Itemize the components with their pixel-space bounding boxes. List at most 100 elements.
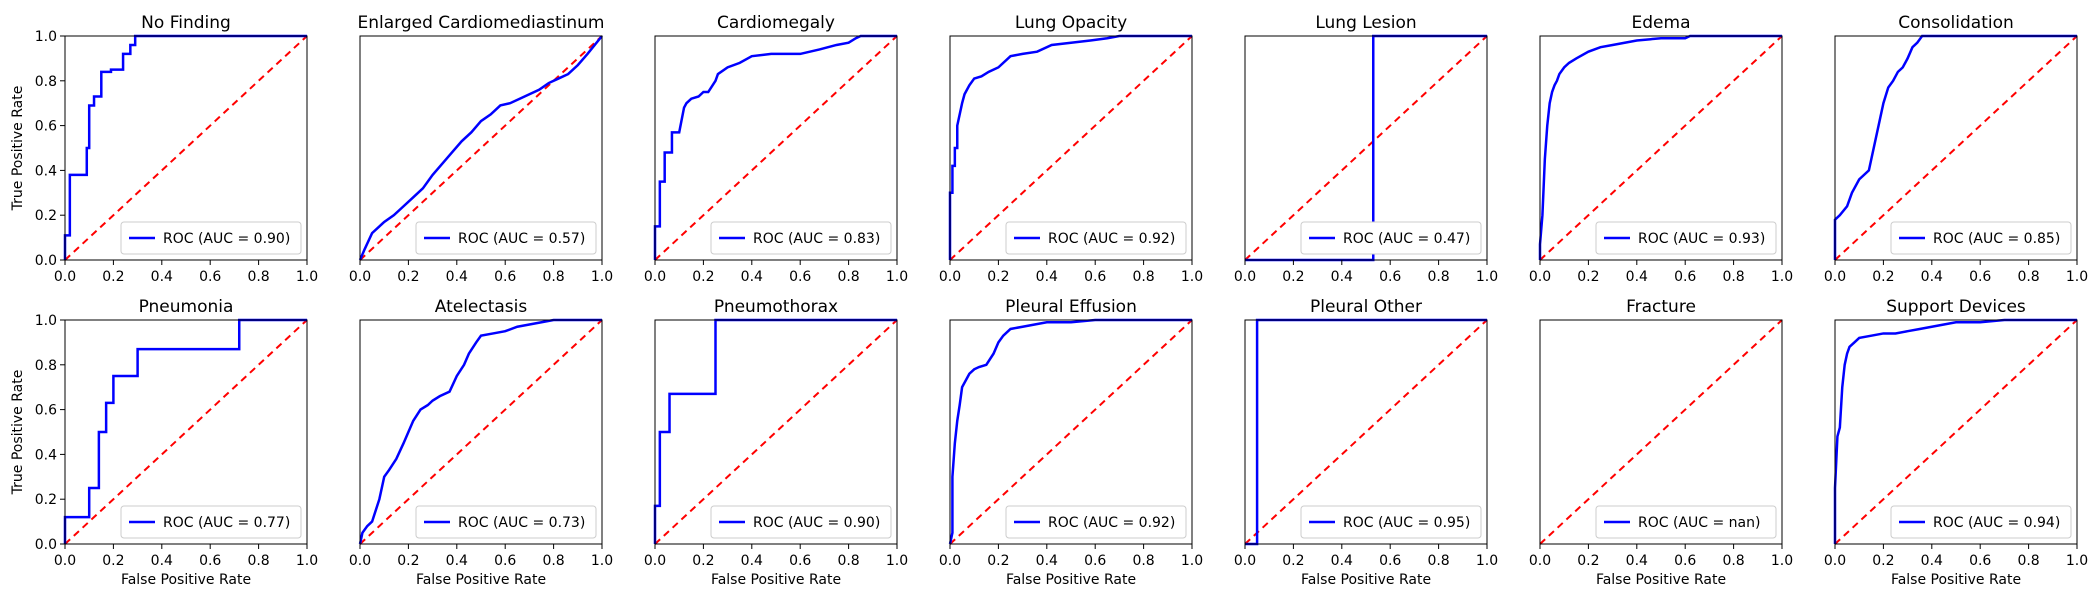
legend-box [120, 221, 302, 255]
legend-label: ROC (AUC = 0.94) [1933, 515, 2060, 531]
x-tick-label: 0.4 [1626, 553, 1648, 569]
x-tick-label: 0.8 [2017, 553, 2039, 569]
roc-curve-line [63, 318, 307, 544]
legend-label: ROC (AUC = 0.90) [163, 231, 290, 247]
x-tick-label: 0.8 [1427, 269, 1449, 285]
chance-diagonal-line [949, 319, 1193, 545]
x-tick-label: 0.2 [1577, 269, 1599, 285]
y-axis-label: True Positive Rate [10, 370, 26, 496]
roc-curve-line [1833, 318, 2077, 544]
x-tick-label: 0.2 [397, 269, 419, 285]
roc-panel: Consolidation 0.0 0.2 0.4 0.6 0.8 1.0 ROC (AUC … [1824, 13, 2088, 285]
x-tick-label: 0.6 [1969, 553, 1991, 569]
legend-box [1300, 505, 1482, 539]
chance-diagonal-line [654, 319, 898, 545]
roc-panel: Support Devices 0.0 0.2 0.4 0.6 0.8 1.0 False P… [1824, 297, 2088, 588]
x-tick-label: 0.8 [1132, 269, 1154, 285]
x-tick-label: 0.8 [2017, 269, 2039, 285]
legend-label: ROC (AUC = 0.83) [753, 231, 880, 247]
roc-panel: Pneumonia 0.0 0.2 0.4 0.6 0.8 1.0 False Positiv… [10, 297, 318, 588]
x-tick-label: 0.2 [1577, 553, 1599, 569]
x-tick-label: 0.4 [446, 553, 468, 569]
legend-label: ROC (AUC = 0.57) [458, 231, 585, 247]
x-tick-label: 0.4 [741, 553, 763, 569]
chance-diagonal-line [1539, 319, 1783, 545]
plot-frame [359, 319, 603, 545]
legend-label: ROC (AUC = 0.92) [1048, 515, 1175, 531]
chance-diagonal-line [1834, 35, 2078, 261]
legend-box [120, 505, 302, 539]
x-tick-label: 0.6 [199, 269, 221, 285]
x-tick-label: 0.4 [446, 269, 468, 285]
x-tick-label: 0.6 [1084, 269, 1106, 285]
y-tick-label: 0.8 [35, 358, 57, 374]
legend-box [1005, 221, 1187, 255]
roc-curve-line [358, 318, 602, 545]
legend-box [415, 221, 597, 255]
x-tick-label: 0.0 [1824, 553, 1846, 569]
panel-title: Pleural Other [1310, 297, 1422, 317]
x-tick-label: 0.2 [987, 269, 1009, 285]
y-tick-label: 1.0 [35, 313, 57, 329]
x-tick-label: 0.8 [837, 553, 859, 569]
panel-title: Pleural Effusion [1005, 297, 1137, 317]
panel-title: Consolidation [1898, 13, 2014, 33]
x-tick-label: 0.4 [1921, 553, 1943, 569]
x-tick-label: 0.6 [494, 269, 516, 285]
roc-panel: Pleural Other 0.0 0.2 0.4 0.6 0.8 1.0 False Pos… [1234, 297, 1498, 588]
x-tick-label: 1.0 [591, 553, 613, 569]
x-tick-label: 0.6 [1084, 553, 1106, 569]
chance-diagonal-line [64, 319, 308, 545]
roc-panel: Fracture 0.0 0.2 0.4 0.6 0.8 1.0 False Positive… [1529, 297, 1793, 588]
panel-title: Edema [1632, 13, 1691, 33]
x-tick-label: 0.8 [247, 269, 269, 285]
x-tick-label: 0.0 [54, 269, 76, 285]
x-tick-label: 1.0 [2066, 269, 2088, 285]
x-axis-label: False Positive Rate [1301, 572, 1431, 588]
x-tick-label: 0.4 [1921, 269, 1943, 285]
panel-title: Atelectasis [435, 297, 528, 317]
legend-box [710, 221, 892, 255]
x-axis-label: False Positive Rate [416, 572, 546, 588]
chance-diagonal-line [1244, 35, 1488, 261]
plot-frame [359, 35, 603, 261]
x-tick-label: 1.0 [1181, 269, 1203, 285]
panel-title: Lung Lesion [1315, 13, 1416, 33]
panel-title: Enlarged Cardiomediastinum [358, 13, 605, 33]
x-tick-label: 0.2 [692, 269, 714, 285]
x-tick-label: 0.2 [397, 553, 419, 569]
plot-frame [1539, 319, 1783, 545]
chance-diagonal-line [64, 35, 308, 261]
x-tick-label: 0.6 [1969, 269, 1991, 285]
x-tick-label: 0.4 [741, 269, 763, 285]
x-tick-label: 0.8 [542, 553, 564, 569]
panel-title: Lung Opacity [1015, 13, 1127, 33]
x-tick-label: 0.0 [1234, 553, 1256, 569]
legend-label: ROC (AUC = nan) [1638, 515, 1760, 531]
plot-frame [1834, 35, 2078, 261]
roc-panel: Enlarged Cardiomediastinum 0.0 0.2 0.4 0.6 0.… [349, 13, 613, 285]
panel-title: Pneumonia [139, 297, 234, 317]
x-tick-label: 0.8 [1132, 553, 1154, 569]
x-tick-label: 0.2 [1282, 269, 1304, 285]
x-axis-label: False Positive Rate [1891, 572, 2021, 588]
x-tick-label: 0.2 [987, 553, 1009, 569]
legend-box [1005, 505, 1187, 539]
x-tick-label: 0.6 [789, 269, 811, 285]
legend-label: ROC (AUC = 0.47) [1343, 231, 1470, 247]
y-tick-label: 0.6 [35, 119, 57, 135]
x-tick-label: 0.4 [1036, 269, 1058, 285]
roc-curve-line [653, 34, 897, 260]
plot-frame [949, 35, 1193, 261]
plot-frame [1834, 319, 2078, 545]
plot-frame [949, 319, 1193, 545]
plot-frame [64, 319, 308, 545]
roc-panel: No Finding 0.0 0.2 0.4 0.6 0.8 1.0 0.0 0.2 0.4 0.6… [10, 13, 318, 285]
legend-label: ROC (AUC = 0.77) [163, 515, 290, 531]
y-tick-label: 0.2 [35, 492, 57, 508]
x-tick-label: 0.8 [247, 553, 269, 569]
roc-panel: Cardiomegaly 0.0 0.2 0.4 0.6 0.8 1.0 ROC (AUC =… [644, 13, 908, 285]
x-tick-label: 1.0 [296, 269, 318, 285]
roc-panel: Atelectasis 0.0 0.2 0.4 0.6 0.8 1.0 False Posit… [349, 297, 613, 588]
